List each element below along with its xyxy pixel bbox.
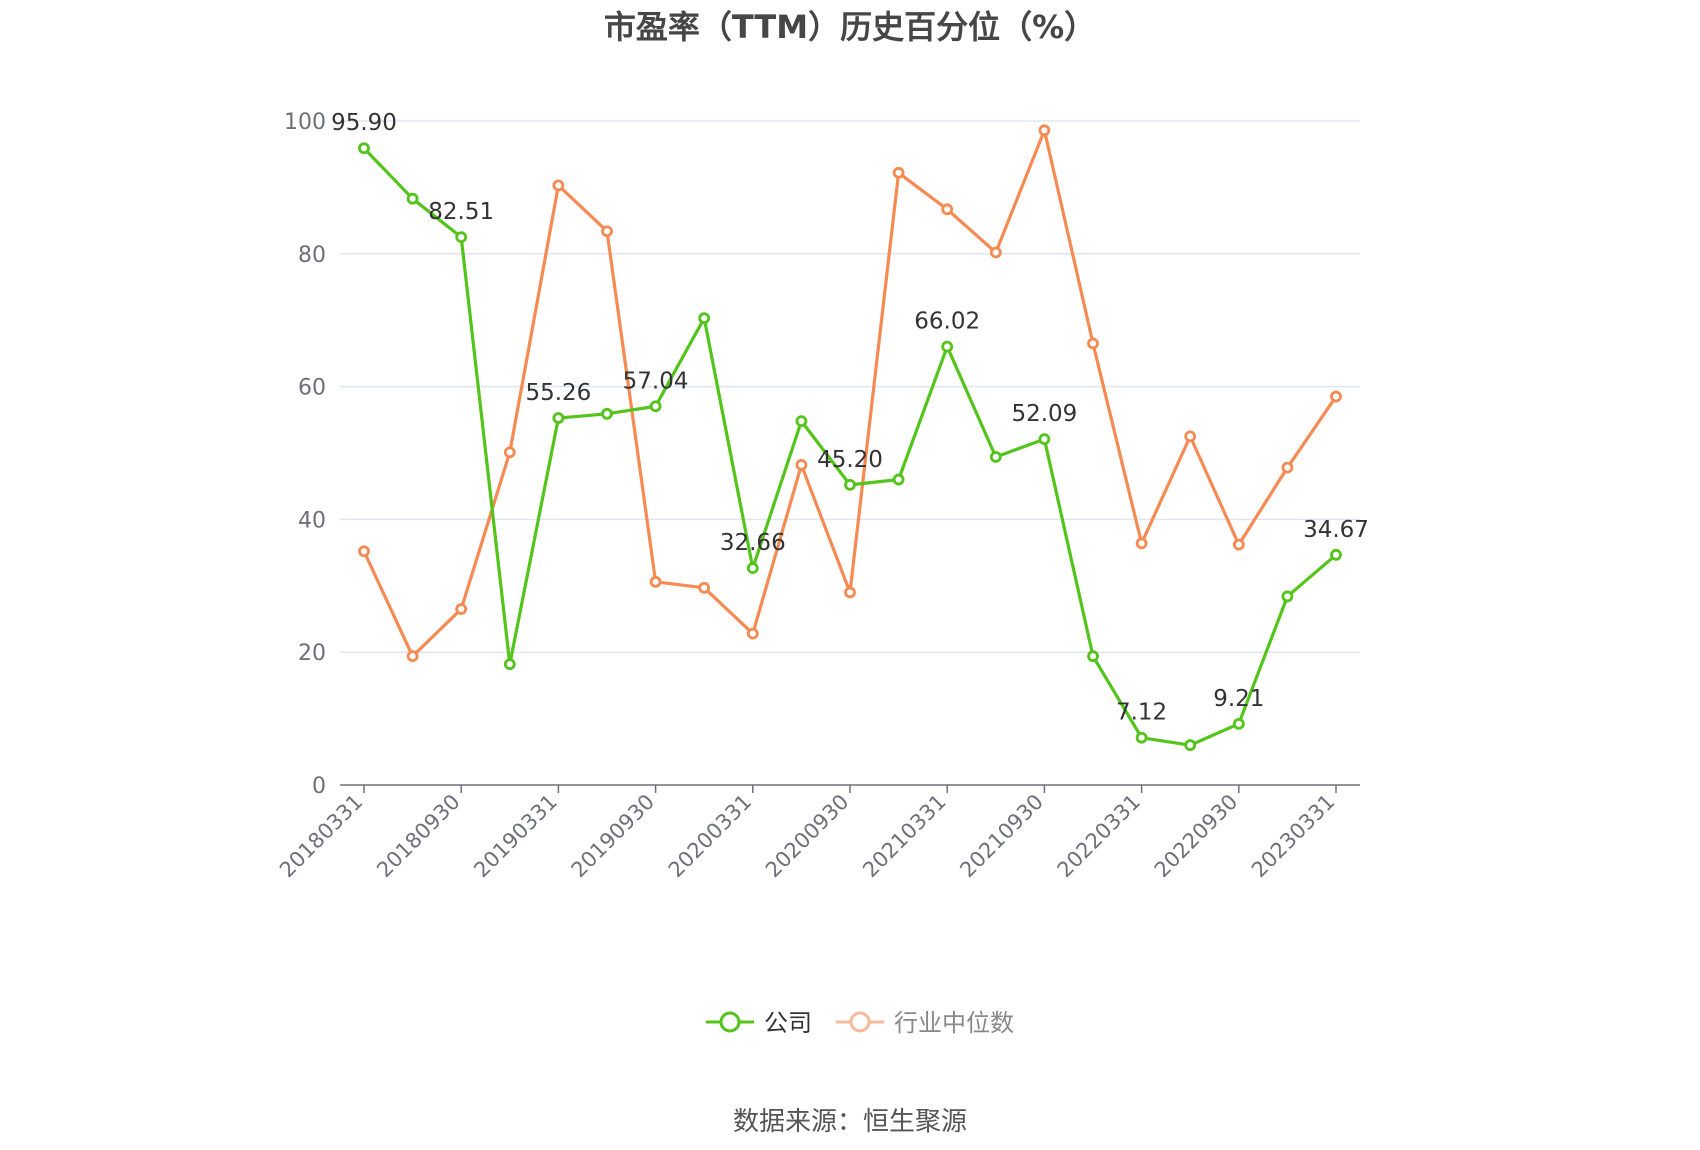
data-point[interactable] [698, 312, 711, 325]
data-point[interactable] [406, 650, 419, 663]
data-point[interactable] [746, 562, 759, 575]
data-point[interactable] [649, 400, 662, 413]
x-tick-label: 20230331 [1247, 790, 1340, 883]
data-label: 66.02 [914, 309, 980, 335]
legend[interactable]: 公司 行业中位数 [706, 1009, 1014, 1037]
x-tick-label: 20190930 [567, 790, 660, 883]
data-point[interactable] [1330, 548, 1342, 561]
data-point[interactable] [1135, 537, 1148, 550]
data-point[interactable] [601, 225, 613, 238]
data-point[interactable] [892, 166, 905, 179]
data-point[interactable] [1281, 461, 1294, 474]
data-point[interactable] [503, 658, 516, 671]
chart-title: 市盈率（TTM）历史百分位（%） [604, 8, 1096, 46]
data-label: 82.51 [428, 199, 494, 225]
data-point[interactable] [552, 412, 565, 424]
data-point[interactable] [844, 478, 856, 491]
legend-label: 公司 [764, 1009, 812, 1037]
legend-item-industry-median[interactable]: 行业中位数 [836, 1009, 1014, 1037]
data-point[interactable] [746, 627, 759, 640]
data-label: 57.04 [623, 368, 689, 394]
legend-item-company[interactable]: 公司 [706, 1009, 812, 1037]
x-tick-label: 20190331 [469, 790, 562, 883]
data-label: 52.09 [1011, 401, 1077, 427]
data-label: 7.12 [1116, 700, 1167, 726]
data-point[interactable] [1232, 717, 1245, 730]
data-labels: 95.90 82.51 55.26 57.04 32.66 45.20 66.02 52.09… [331, 110, 1369, 725]
axes: 0 20 40 60 80 100 20180331 20180930 20190331 2019… [275, 110, 1360, 882]
data-point[interactable] [455, 231, 468, 244]
data-source: 数据来源：恒生聚源 [733, 1107, 967, 1137]
data-point[interactable] [1038, 433, 1051, 446]
data-label: 9.21 [1213, 686, 1264, 712]
data-label: 45.20 [817, 447, 883, 473]
data-point[interactable] [1184, 430, 1197, 443]
x-tick-label: 20180930 [372, 790, 465, 883]
series-lines [358, 124, 1342, 752]
data-point[interactable] [1087, 650, 1099, 663]
data-point[interactable] [503, 446, 516, 459]
x-tick-label: 20220331 [1053, 790, 1146, 883]
data-point[interactable] [989, 246, 1002, 259]
grid-lines [340, 120, 1360, 653]
data-point[interactable] [358, 545, 370, 558]
legend-marker-icon [849, 1011, 871, 1033]
x-tick-label: 20200930 [761, 790, 854, 883]
data-point[interactable] [358, 142, 370, 155]
data-label: 95.90 [331, 110, 397, 136]
data-point[interactable] [1038, 124, 1051, 137]
data-label: 55.26 [525, 380, 591, 406]
data-point[interactable] [1281, 590, 1294, 603]
data-point[interactable] [552, 179, 565, 192]
x-tick-label: 20180331 [275, 790, 368, 883]
data-point[interactable] [795, 415, 808, 428]
y-tick-label: 80 [298, 243, 326, 268]
data-label: 32.66 [720, 530, 786, 556]
y-tick-label: 60 [298, 376, 326, 401]
data-point[interactable] [989, 451, 1002, 463]
data-point[interactable] [795, 459, 808, 471]
data-point[interactable] [892, 473, 905, 486]
data-point[interactable] [601, 407, 613, 420]
x-tick-label: 20210930 [955, 790, 1048, 883]
data-point[interactable] [649, 575, 662, 588]
data-point[interactable] [1232, 538, 1245, 551]
y-tick-label: 0 [312, 774, 326, 799]
x-tick-label: 20200331 [664, 790, 757, 883]
y-tick-label: 20 [298, 641, 326, 666]
x-tick-label: 20210331 [858, 790, 951, 883]
y-tick-label: 100 [284, 110, 326, 135]
data-point[interactable] [941, 203, 954, 216]
series-line-industry-median [362, 128, 1338, 658]
data-point[interactable] [941, 340, 954, 353]
data-point[interactable] [1135, 731, 1148, 744]
y-tick-label: 40 [298, 508, 326, 533]
data-point[interactable] [1087, 337, 1099, 350]
x-tick-label: 20220930 [1150, 790, 1243, 883]
data-point[interactable] [406, 192, 419, 205]
data-point[interactable] [1184, 739, 1197, 752]
data-label: 34.67 [1303, 517, 1369, 543]
data-point[interactable] [844, 586, 856, 599]
data-point[interactable] [1330, 390, 1342, 403]
legend-label: 行业中位数 [894, 1009, 1014, 1037]
legend-marker-icon [719, 1011, 741, 1033]
data-point[interactable] [698, 581, 711, 594]
data-point[interactable] [455, 603, 468, 615]
